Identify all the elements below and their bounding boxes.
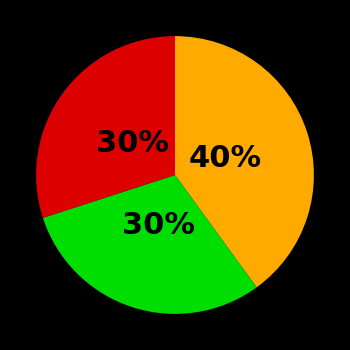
Text: 30%: 30%: [122, 211, 195, 240]
Wedge shape: [175, 36, 314, 287]
Text: 30%: 30%: [96, 130, 169, 159]
Wedge shape: [36, 36, 175, 218]
Wedge shape: [43, 175, 257, 314]
Text: 40%: 40%: [189, 144, 262, 173]
